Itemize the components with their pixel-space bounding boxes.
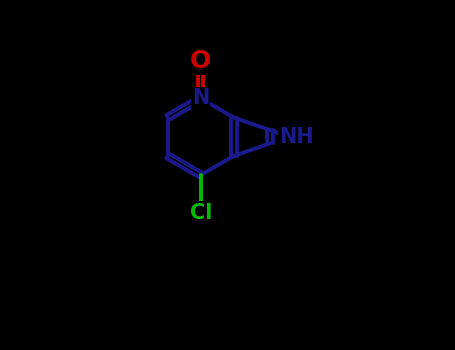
Text: O: O xyxy=(190,49,211,74)
Text: NH: NH xyxy=(279,127,313,147)
Text: N: N xyxy=(192,89,209,108)
Text: Cl: Cl xyxy=(190,203,212,223)
